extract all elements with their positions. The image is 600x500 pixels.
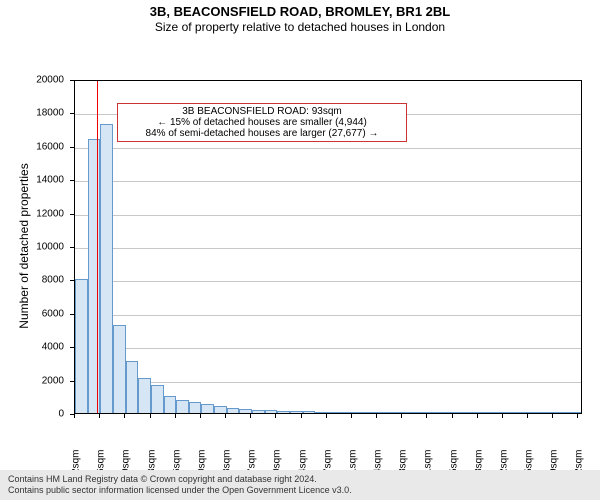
- histogram-bar: [429, 412, 442, 413]
- annotation-line: 84% of semi-detached houses are larger (…: [122, 128, 402, 139]
- property-marker-line: [97, 81, 98, 413]
- histogram-bar: [353, 412, 366, 413]
- histogram-bar: [341, 412, 354, 413]
- histogram-bar: [189, 402, 202, 413]
- y-tick-label: 6000: [0, 308, 64, 319]
- y-tick-label: 8000: [0, 275, 64, 286]
- histogram-bar: [88, 139, 101, 413]
- histogram-bar: [252, 410, 265, 413]
- histogram-bar: [492, 412, 505, 413]
- histogram-bar: [543, 412, 556, 413]
- y-tick-label: 2000: [0, 375, 64, 386]
- histogram-bar: [138, 378, 151, 413]
- histogram-bar: [518, 412, 531, 413]
- y-tick-label: 20000: [0, 75, 64, 86]
- histogram-bar: [151, 385, 164, 413]
- histogram-bar: [379, 412, 392, 413]
- plot-area: 3B BEACONSFIELD ROAD: 93sqm← 15% of deta…: [74, 80, 582, 414]
- y-tick-label: 18000: [0, 108, 64, 119]
- histogram-bar: [366, 412, 379, 413]
- chart-container: 3B BEACONSFIELD ROAD: 93sqm← 15% of deta…: [0, 36, 600, 484]
- histogram-bar: [201, 404, 214, 413]
- y-tick-label: 0: [0, 409, 64, 420]
- histogram-bar: [391, 412, 404, 413]
- histogram-bar: [303, 411, 316, 413]
- chart-subtitle: Size of property relative to detached ho…: [0, 20, 600, 34]
- footer: Contains HM Land Registry data © Crown c…: [0, 470, 600, 500]
- histogram-bar: [530, 412, 543, 413]
- histogram-bar: [126, 361, 139, 413]
- histogram-bar: [556, 412, 569, 413]
- histogram-bar: [227, 408, 240, 413]
- histogram-bar: [100, 124, 113, 413]
- histogram-bar: [75, 279, 88, 413]
- histogram-bar: [239, 409, 252, 413]
- histogram-bar: [277, 411, 290, 414]
- histogram-bar: [505, 412, 518, 413]
- annotation-line: 3B BEACONSFIELD ROAD: 93sqm: [122, 106, 402, 117]
- y-tick-label: 14000: [0, 175, 64, 186]
- y-tick-label: 4000: [0, 342, 64, 353]
- histogram-bar: [113, 325, 126, 413]
- histogram-bar: [404, 412, 417, 413]
- histogram-bar: [176, 400, 189, 413]
- histogram-bar: [265, 410, 278, 413]
- histogram-bar: [416, 412, 429, 413]
- histogram-bar: [442, 412, 455, 413]
- footer-line-2: Contains public sector information licen…: [8, 485, 592, 496]
- histogram-bar: [328, 412, 341, 413]
- histogram-bar: [454, 412, 467, 413]
- histogram-bar: [164, 396, 177, 413]
- y-tick-label: 10000: [0, 242, 64, 253]
- histogram-bar: [467, 412, 480, 413]
- footer-line-1: Contains HM Land Registry data © Crown c…: [8, 474, 592, 485]
- chart-title: 3B, BEACONSFIELD ROAD, BROMLEY, BR1 2BL: [0, 4, 600, 19]
- annotation-box: 3B BEACONSFIELD ROAD: 93sqm← 15% of deta…: [117, 103, 407, 142]
- histogram-bar: [480, 412, 493, 413]
- histogram-bar: [290, 411, 303, 413]
- y-tick-label: 12000: [0, 208, 64, 219]
- histogram-bar: [315, 412, 328, 414]
- histogram-bar: [214, 406, 227, 413]
- histogram-bar: [568, 412, 581, 413]
- y-tick-label: 16000: [0, 141, 64, 152]
- annotation-line: ← 15% of detached houses are smaller (4,…: [122, 117, 402, 128]
